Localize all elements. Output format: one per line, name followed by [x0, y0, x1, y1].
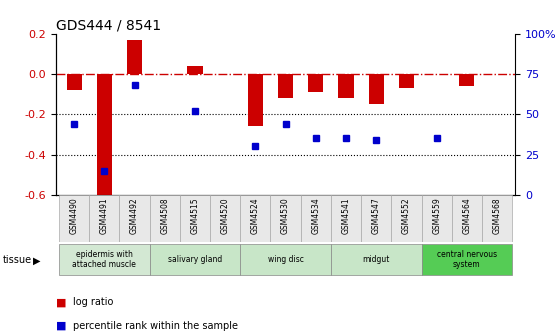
FancyBboxPatch shape	[270, 195, 301, 242]
Text: GSM4541: GSM4541	[342, 197, 351, 234]
Bar	[97, 74, 112, 199]
Bar	[459, 74, 474, 86]
Bar	[67, 74, 82, 90]
Text: GSM4530: GSM4530	[281, 197, 290, 234]
Bar	[278, 74, 293, 98]
FancyBboxPatch shape	[301, 195, 331, 242]
FancyBboxPatch shape	[150, 244, 240, 276]
FancyBboxPatch shape	[210, 195, 240, 242]
Text: epidermis with
attached muscle: epidermis with attached muscle	[72, 250, 136, 269]
Bar	[127, 40, 142, 74]
Text: ▶: ▶	[32, 255, 40, 265]
Text: GSM4492: GSM4492	[130, 197, 139, 234]
FancyBboxPatch shape	[331, 244, 422, 276]
FancyBboxPatch shape	[482, 195, 512, 242]
FancyBboxPatch shape	[150, 195, 180, 242]
Text: GSM4491: GSM4491	[100, 197, 109, 234]
Bar	[248, 74, 263, 126]
Text: GSM4564: GSM4564	[463, 197, 472, 234]
FancyBboxPatch shape	[59, 195, 89, 242]
Text: GSM4490: GSM4490	[69, 197, 78, 234]
Text: wing disc: wing disc	[268, 255, 304, 264]
Text: GSM4547: GSM4547	[372, 197, 381, 234]
FancyBboxPatch shape	[89, 195, 119, 242]
Bar	[338, 74, 353, 98]
Text: midgut: midgut	[362, 255, 390, 264]
Text: GSM4508: GSM4508	[160, 197, 169, 234]
Bar	[308, 74, 323, 92]
FancyBboxPatch shape	[361, 195, 391, 242]
FancyBboxPatch shape	[422, 244, 512, 276]
FancyBboxPatch shape	[391, 195, 422, 242]
Text: GSM4552: GSM4552	[402, 197, 411, 234]
Bar	[399, 74, 414, 88]
FancyBboxPatch shape	[59, 244, 150, 276]
FancyBboxPatch shape	[422, 195, 452, 242]
Text: GSM4520: GSM4520	[221, 197, 230, 234]
Text: GSM4524: GSM4524	[251, 197, 260, 234]
Text: GSM4515: GSM4515	[190, 197, 199, 234]
Text: GSM4534: GSM4534	[311, 197, 320, 234]
FancyBboxPatch shape	[452, 195, 482, 242]
Bar	[188, 66, 203, 74]
Bar	[368, 74, 384, 104]
FancyBboxPatch shape	[331, 195, 361, 242]
Text: tissue: tissue	[3, 255, 32, 265]
Text: log ratio: log ratio	[73, 297, 113, 307]
Text: salivary gland: salivary gland	[168, 255, 222, 264]
Text: GSM4559: GSM4559	[432, 197, 441, 234]
Text: ■: ■	[56, 321, 67, 331]
Text: percentile rank within the sample: percentile rank within the sample	[73, 321, 238, 331]
Text: GDS444 / 8541: GDS444 / 8541	[56, 18, 161, 33]
Text: GSM4568: GSM4568	[493, 197, 502, 234]
FancyBboxPatch shape	[119, 195, 150, 242]
FancyBboxPatch shape	[180, 195, 210, 242]
FancyBboxPatch shape	[240, 244, 331, 276]
FancyBboxPatch shape	[240, 195, 270, 242]
Text: central nervous
system: central nervous system	[437, 250, 497, 269]
Text: ■: ■	[56, 297, 67, 307]
